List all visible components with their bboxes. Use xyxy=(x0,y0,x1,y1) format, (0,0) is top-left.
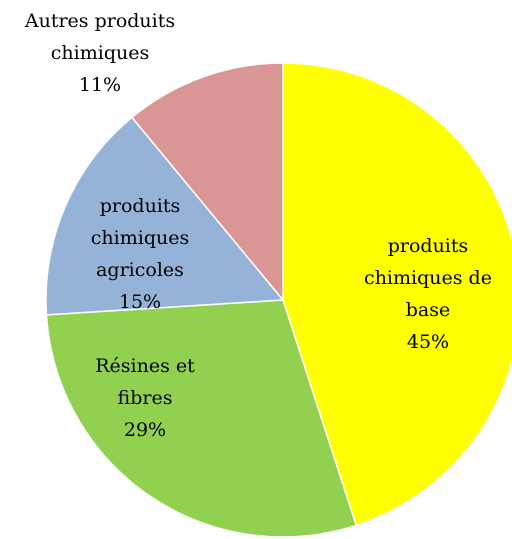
pie-slice xyxy=(130,62,284,303)
value-label: 11% xyxy=(78,74,122,96)
value-label: 15% xyxy=(118,291,162,313)
pie-slice xyxy=(45,116,285,316)
pie-slice xyxy=(45,299,358,538)
value-label: 29% xyxy=(123,419,167,441)
category-label: Résines et fibres xyxy=(95,355,195,409)
slice-label: Résines et fibres 29% xyxy=(75,350,215,446)
category-label: produits chimiques agricoles xyxy=(90,195,190,281)
slice-label: produits chimiques agricoles 15% xyxy=(80,190,200,318)
value-label: 45% xyxy=(406,331,450,353)
category-label: Autres produits chimiques xyxy=(24,10,176,64)
slice-label: Autres produits chimiques 11% xyxy=(0,5,200,101)
category-label: produits chimiques de base xyxy=(364,235,492,321)
pie-slice xyxy=(282,62,512,527)
slice-label: produits chimiques de base 45% xyxy=(353,230,503,358)
